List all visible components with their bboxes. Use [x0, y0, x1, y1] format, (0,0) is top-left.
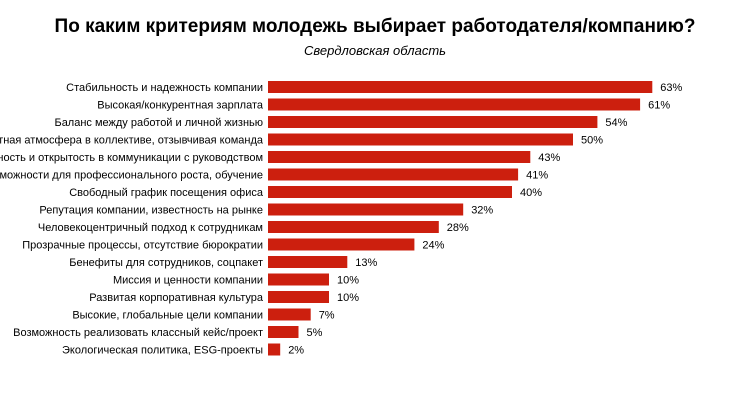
- category-label: Баланс между работой и личной жизнью: [54, 117, 263, 129]
- bar: [268, 186, 512, 198]
- category-label: Высокие, глобальные цели компании: [72, 310, 263, 322]
- bar: [268, 273, 329, 286]
- category-label: Бенефиты для сотрудников, соцпакет: [69, 257, 263, 269]
- value-label: 50%: [581, 135, 603, 147]
- value-label: 43%: [538, 152, 560, 164]
- value-label: 24%: [422, 240, 444, 252]
- value-label: 40%: [520, 187, 542, 199]
- value-label: 5%: [307, 327, 323, 339]
- category-label: Возможность реализовать классный кейс/пр…: [13, 327, 263, 339]
- value-label: 32%: [471, 205, 493, 217]
- bar: [268, 326, 299, 338]
- bar: [268, 221, 439, 233]
- bar: [268, 343, 281, 356]
- value-label: 41%: [526, 170, 548, 182]
- bar: [268, 116, 598, 128]
- bar: [268, 81, 653, 93]
- category-label: Комфортная атмосфера в коллективе, отзыв…: [0, 135, 264, 147]
- bar: [268, 256, 348, 268]
- bar: [268, 133, 573, 146]
- category-label: Прозрачные процессы, отсутствие бюрократ…: [22, 240, 263, 252]
- bar: [268, 151, 531, 163]
- category-label: Высокая/конкурентная зарплата: [97, 100, 264, 112]
- value-label: 2%: [288, 345, 304, 357]
- category-label: Человекоцентричный подход к сотрудникам: [38, 222, 263, 234]
- bar: [268, 308, 311, 321]
- value-label: 10%: [337, 275, 359, 287]
- value-label: 10%: [337, 292, 359, 304]
- value-label: 7%: [319, 310, 335, 322]
- category-label: Экологическая политика, ESG-проекты: [62, 345, 263, 357]
- value-label: 54%: [605, 117, 627, 129]
- bar: [268, 291, 329, 303]
- bar: [268, 168, 519, 181]
- value-label: 13%: [355, 257, 377, 269]
- value-label: 61%: [648, 100, 670, 112]
- bar: [268, 203, 464, 216]
- bar: [268, 98, 641, 111]
- value-label: 63%: [660, 82, 682, 94]
- category-label: Репутация компании, известность на рынке: [39, 205, 263, 217]
- bar: [268, 238, 415, 251]
- chart-title: По каким критериям молодежь выбирает раб…: [54, 16, 696, 37]
- category-label: Честность и открытость в коммуникации с …: [0, 152, 263, 164]
- category-label: Развитая корпоративная культура: [89, 292, 264, 304]
- category-label: Миссия и ценности компании: [113, 275, 263, 287]
- category-label: Возможности для профессионального роста,…: [0, 170, 263, 182]
- category-label: Свободный график посещения офиса: [69, 187, 264, 199]
- value-label: 28%: [447, 222, 469, 234]
- chart-subtitle: Свердловская область: [303, 43, 446, 58]
- category-label: Стабильность и надежность компании: [66, 82, 263, 94]
